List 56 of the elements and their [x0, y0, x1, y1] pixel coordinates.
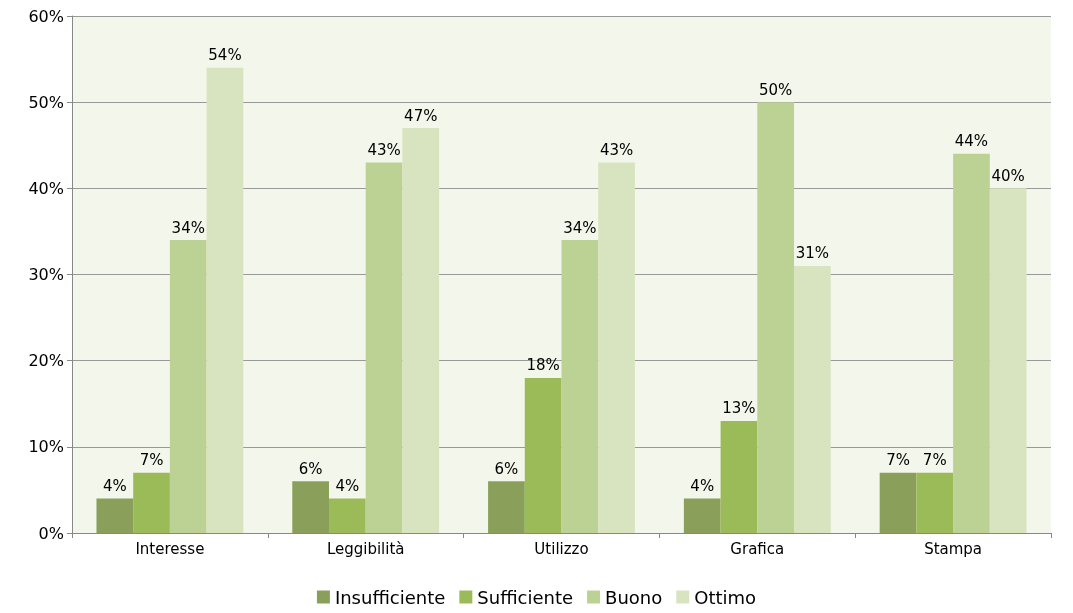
y-tick-label: 30%: [28, 265, 64, 284]
y-tick-label: 50%: [28, 92, 64, 112]
y-tick-label: 40%: [28, 178, 64, 198]
bar: [720, 420, 758, 533]
bar: [794, 265, 831, 533]
bar: [683, 498, 721, 533]
x-tick-label: Utilizzo: [534, 539, 589, 558]
data-label: 6%: [494, 459, 519, 478]
legend-label: Ottimo: [694, 586, 757, 608]
bar: [292, 481, 329, 533]
legend-label: Buono: [605, 586, 663, 608]
bar: [524, 377, 562, 533]
y-tick-label: 20%: [28, 351, 64, 371]
bar: [328, 498, 366, 533]
x-tick-label: Interesse: [135, 539, 205, 558]
legend-label: Sufficiente: [477, 586, 574, 608]
data-label: 18%: [526, 356, 560, 375]
legend-label: Insufficiente: [334, 586, 446, 608]
data-label: 13%: [722, 399, 756, 418]
data-label: 34%: [171, 218, 205, 237]
y-tick-label: 60%: [28, 6, 64, 26]
data-label: 34%: [563, 218, 597, 237]
data-label: 54%: [208, 46, 242, 65]
bar: [488, 481, 525, 533]
bar: [133, 472, 170, 533]
data-label: 7%: [139, 451, 164, 470]
bar: [561, 240, 599, 533]
data-label: 4%: [102, 477, 127, 496]
bar: [757, 102, 795, 533]
data-label: 43%: [367, 140, 401, 159]
data-label: 40%: [991, 166, 1025, 185]
data-label: 7%: [922, 451, 947, 470]
bar: [402, 128, 440, 533]
bar: [598, 162, 635, 533]
bar: [916, 472, 954, 533]
data-label: 6%: [298, 459, 323, 478]
data-label: 47%: [404, 106, 438, 125]
x-tick-label: Stampa: [924, 539, 983, 558]
data-label: 43%: [599, 140, 634, 159]
y-tick-label: 10%: [28, 437, 64, 457]
x-tick-label: Leggibilità: [326, 539, 405, 558]
bar: [365, 162, 403, 533]
bar: [989, 188, 1027, 533]
bar: [169, 240, 207, 533]
x-tick-label: Grafica: [730, 539, 785, 558]
data-label: 4%: [690, 477, 715, 496]
data-label: 7%: [886, 451, 910, 470]
data-label: 44%: [954, 132, 989, 151]
data-label: 31%: [795, 244, 830, 263]
data-label: 50%: [758, 80, 793, 99]
bar: [953, 153, 990, 533]
bar: [879, 472, 917, 533]
bar: [96, 498, 134, 533]
data-label: 4%: [335, 477, 360, 496]
y-tick-label: 0%: [38, 523, 64, 543]
bar: [206, 67, 244, 533]
